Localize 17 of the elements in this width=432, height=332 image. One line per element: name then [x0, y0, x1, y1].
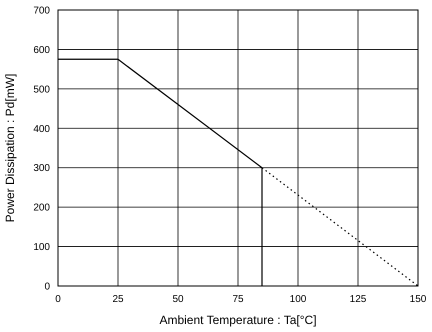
y-tick-label: 100: [33, 242, 50, 254]
x-tick-label: 50: [172, 294, 184, 305]
x-tick-label: 150: [410, 294, 427, 305]
y-tick-label: 500: [33, 84, 50, 96]
x-tick-label: 100: [290, 294, 307, 305]
y-tick-label: 400: [33, 124, 50, 135]
x-axis-title: Ambient Temperature : Ta[°C]: [159, 313, 317, 327]
x-tick-label: 25: [112, 294, 124, 305]
y-tick-label: 600: [33, 44, 50, 56]
x-tick-label: 0: [55, 294, 62, 305]
y-tick-label: 300: [33, 163, 50, 174]
y-tick-label: 200: [33, 202, 50, 214]
x-tick-label: 125: [350, 294, 367, 305]
x-tick-label: 75: [232, 294, 244, 305]
y-tick-label: 0: [44, 282, 50, 292]
y-tick-label: 700: [33, 6, 50, 16]
y-axis-title: Power Dissipation : Pd[mW]: [3, 74, 17, 222]
